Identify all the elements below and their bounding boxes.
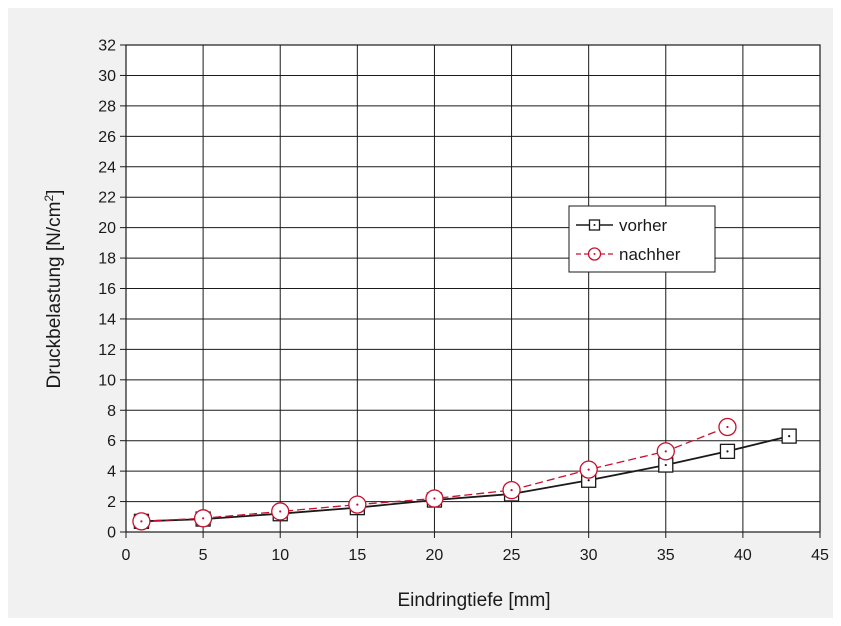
data-point-center-vorher <box>587 479 590 482</box>
data-point-center-nachher <box>510 489 513 492</box>
y-tick-label: 10 <box>98 372 116 389</box>
data-point-center-vorher <box>664 463 667 467</box>
y-tick-label: 32 <box>98 38 116 55</box>
legend-label-nachher: nachher <box>619 245 681 264</box>
data-point-center-nachher <box>726 425 729 429</box>
line-chart: 0 5 10 15 20 25 30 35 40 450246810121416182022242… <box>42 38 829 612</box>
legend-entry-vorher: vorher <box>576 216 668 235</box>
x-tick-label: 45 <box>811 547 829 564</box>
x-tick-label: 35 <box>657 547 675 564</box>
y-tick-label: 20 <box>98 220 116 237</box>
data-point-center-nachher <box>356 503 359 506</box>
data-point-center-nachher <box>279 510 282 513</box>
y-tick-label: 30 <box>98 68 116 85</box>
y-axis-title: Druckbelastung [N/cm2] <box>42 190 65 389</box>
legend-marker-dot-nachher <box>593 253 596 255</box>
x-tick-label: 0 <box>122 547 131 564</box>
data-point-center-nachher <box>587 468 590 471</box>
y-tick-label: 14 <box>98 311 116 328</box>
data-point-center-vorher <box>726 450 729 453</box>
y-tick-label: 18 <box>98 251 116 268</box>
y-tick-label: 2 <box>107 494 116 511</box>
chart-figure: 0 5 10 15 20 25 30 35 40 45 0 2 4 6 8 10 12 14 16 18 20 22 24 2… <box>8 8 833 618</box>
y-tick-label: 22 <box>98 190 116 207</box>
x-axis-title: Eindringtiefe [mm] <box>397 590 550 611</box>
series-line-vorher <box>141 435 790 523</box>
y-tick-label: 6 <box>107 433 116 450</box>
data-point-center-nachher <box>202 517 205 520</box>
legend-entry-nachher: nachher <box>576 245 681 264</box>
data-point-center-vorher <box>788 435 791 438</box>
y-tick-label: 0 <box>107 525 116 542</box>
y-tick-label: 26 <box>98 129 116 146</box>
x-tick-label: 5 <box>199 547 208 564</box>
data-point-center-nachher <box>433 497 436 500</box>
y-tick-label: 12 <box>98 342 116 359</box>
series-nachher <box>132 417 737 531</box>
y-tick-label: 8 <box>107 403 116 420</box>
x-tick-label: 40 <box>734 547 752 564</box>
legend-label-vorher: vorher <box>619 216 668 235</box>
data-point-center-nachher <box>664 450 667 453</box>
x-tick-label: 30 <box>580 547 598 564</box>
y-tick-label: 24 <box>98 159 116 176</box>
data-point-center-nachher <box>140 520 143 523</box>
plot-frame <box>125 44 821 533</box>
legend-box <box>568 205 716 273</box>
legend: vorher nachher <box>568 205 716 273</box>
y-tick-label: 4 <box>107 464 116 481</box>
x-tick-label: 25 <box>503 547 521 564</box>
x-tick-label: 15 <box>348 547 366 564</box>
x-tick-label: 10 <box>271 547 289 564</box>
x-tick-label: 20 <box>426 547 444 564</box>
y-tick-label: 28 <box>98 98 116 115</box>
y-tick-label: 16 <box>98 281 116 298</box>
legend-marker-dot-vorher <box>593 224 596 226</box>
